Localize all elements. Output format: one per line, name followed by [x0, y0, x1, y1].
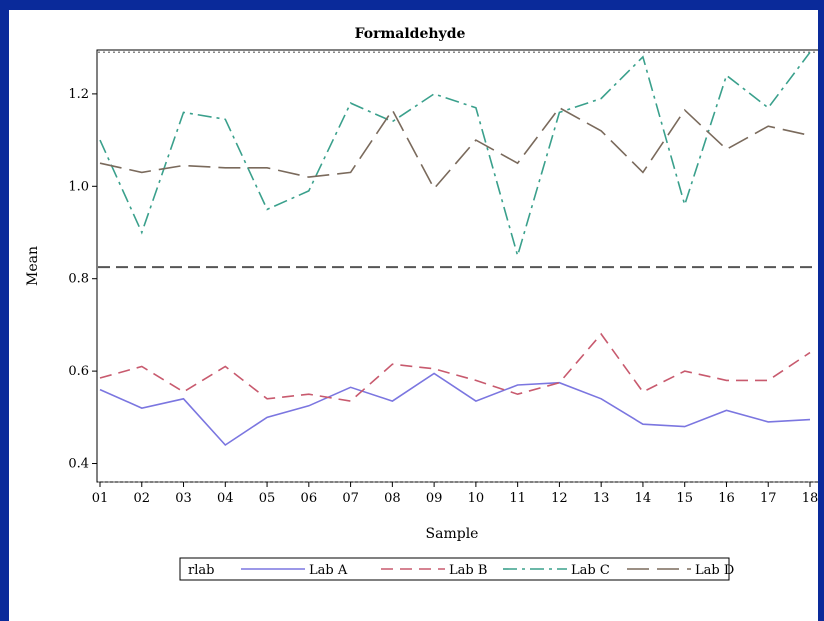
legend-box: [179, 557, 730, 581]
legend-label-lab-d: Lab D: [695, 563, 734, 578]
y-tick-label: 1.0: [68, 179, 89, 194]
x-tick-label: 12: [551, 491, 568, 506]
x-tick-label: 08: [384, 491, 401, 506]
x-tick-label: 01: [92, 491, 109, 506]
y-tick-label: 0.4: [68, 457, 89, 472]
series-line-lab-b: [99, 332, 811, 402]
x-tick-label: 15: [676, 491, 693, 506]
y-tick-label: 0.8: [68, 272, 89, 287]
series-line-lab-c: [99, 51, 811, 259]
legend-label-lab-b: Lab B: [449, 563, 487, 578]
y-tick-label: 0.6: [68, 364, 89, 379]
x-tick-label: 10: [468, 491, 485, 506]
legend-label-lab-c: Lab C: [571, 563, 610, 578]
x-tick-label: 06: [301, 491, 318, 506]
x-tick-label: 07: [342, 491, 359, 506]
line-chart: Formaldehyde 0.4 0.6 0.8 1.0 1.2 01 02 03 04 05 0…: [25, 26, 818, 581]
x-tick-label: 05: [259, 491, 276, 506]
x-tick-label: 14: [635, 491, 652, 506]
series-line-lab-a: [99, 372, 811, 447]
series-line-lab-d: [99, 106, 811, 191]
x-tick-label: 09: [426, 491, 443, 506]
x-tick-label: 17: [760, 491, 777, 506]
chart-title: Formaldehyde: [355, 26, 466, 42]
y-axis-title: Mean: [25, 246, 41, 286]
x-tick-label: 18: [802, 491, 818, 506]
x-tick-label: 11: [509, 491, 526, 506]
legend-label-lab-a: Lab A: [309, 563, 348, 578]
y-tick-label: 1.2: [68, 87, 89, 102]
x-axis-title: Sample: [426, 526, 479, 542]
legend-title: rlab: [188, 563, 214, 578]
x-tick-label: 04: [217, 491, 234, 506]
x-tick-label: 13: [593, 491, 610, 506]
x-tick-label: 16: [718, 491, 735, 506]
legend: rlab Lab A Lab B Lab C Lab D: [179, 557, 734, 581]
x-tick-label: 02: [133, 491, 150, 506]
x-tick-label: 03: [175, 491, 192, 506]
chart-panel: Formaldehyde 0.4 0.6 0.8 1.0 1.2 01 02 03 04 05 0…: [9, 10, 818, 621]
